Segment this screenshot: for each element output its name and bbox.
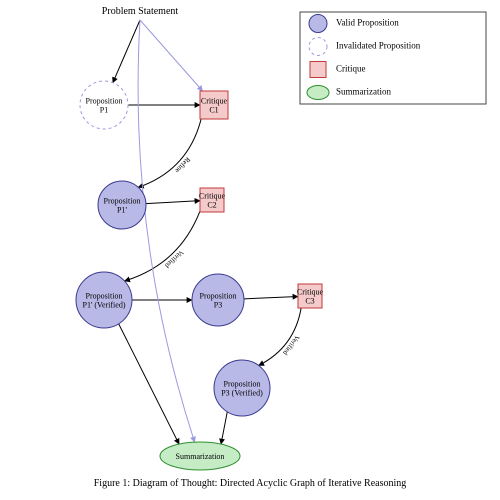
edge xyxy=(244,297,298,299)
edge xyxy=(146,201,200,204)
nodes: Problem StatementPropositionP1CritiqueC1… xyxy=(76,6,324,470)
edge xyxy=(138,119,201,187)
node-p3v: PropositionP3 (Verified) xyxy=(214,360,270,416)
node-label: P1' (Verified) xyxy=(83,301,126,310)
node-label: P3 (Verified) xyxy=(221,389,263,398)
node-c2: CritiqueC2 xyxy=(199,188,226,212)
node-p1: PropositionP1 xyxy=(80,81,128,129)
node-label: Critique xyxy=(201,97,228,106)
legend-icon xyxy=(309,15,327,33)
node-label: C3 xyxy=(305,297,314,306)
node-p1p: PropositionP1' xyxy=(98,181,146,229)
edge xyxy=(113,20,140,83)
node-label: P1' xyxy=(117,206,127,215)
node-label: C1 xyxy=(209,106,218,115)
legend: Valid Proposition Invalidated Proposition… xyxy=(300,12,486,104)
node-label: Proposition xyxy=(200,292,237,301)
node-label: Critique xyxy=(199,192,226,201)
node-label: Proposition xyxy=(224,380,261,389)
node-label: P1 xyxy=(100,106,108,115)
node-p1v: PropositionP1' (Verified) xyxy=(76,272,132,328)
figure-caption: Figure 1: Diagram of Thought: Directed A… xyxy=(94,478,407,489)
legend-icon xyxy=(310,62,326,78)
legend-label: Invalidated Proposition xyxy=(336,41,421,51)
node-p3: PropositionP3 xyxy=(192,274,244,326)
legend-label: Valid Proposition xyxy=(336,18,399,28)
node-label: Proposition xyxy=(104,197,141,206)
edge xyxy=(221,412,227,444)
node-label: Proposition xyxy=(86,292,123,301)
legend-icon xyxy=(307,86,329,100)
legend-label: Summarization xyxy=(336,87,391,97)
legend-label: Critique xyxy=(336,64,366,74)
node-sum: Summarization xyxy=(160,442,240,470)
legend-icon xyxy=(309,38,327,56)
node-label: P3 xyxy=(214,301,222,310)
node-label: Summarization xyxy=(176,452,225,461)
node-label: C2 xyxy=(207,201,216,210)
node-label: Proposition xyxy=(86,97,123,106)
edge xyxy=(140,20,203,91)
node-label: Critique xyxy=(297,288,324,297)
root-label: Problem Statement xyxy=(102,6,179,17)
edges: RefineVerifiedVerified xyxy=(113,20,301,444)
edge xyxy=(119,324,179,444)
node-c1: CritiqueC1 xyxy=(200,91,228,119)
node-c3: CritiqueC3 xyxy=(297,284,324,308)
node-root: Problem Statement xyxy=(102,6,179,17)
